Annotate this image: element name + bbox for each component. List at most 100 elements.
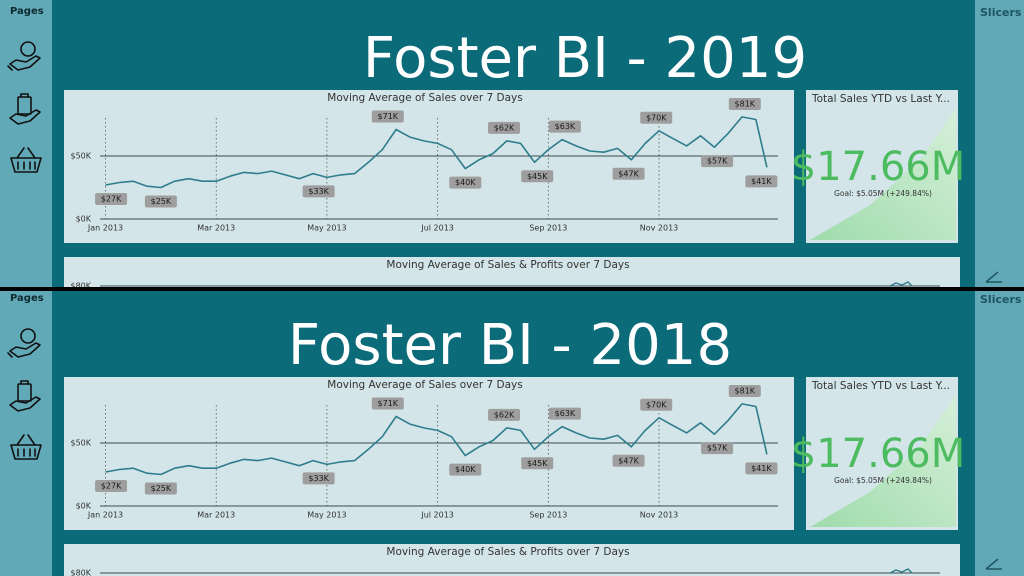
data-label: $81K <box>735 386 756 395</box>
sales-icon <box>7 342 41 358</box>
data-label-box <box>612 454 645 467</box>
x-tick-label: Nov 2013 <box>640 224 679 233</box>
data-label: $47K <box>618 169 639 178</box>
kpi-title: Total Sales YTD vs Last Y... <box>811 93 950 105</box>
y-tick-label: $50K <box>70 439 91 448</box>
chart-card <box>64 257 960 287</box>
chart-title: Moving Average of Sales & Profits over 7… <box>386 546 629 558</box>
orders-icon <box>17 383 32 402</box>
data-label-box <box>701 155 734 168</box>
sales-line <box>105 403 768 476</box>
data-label-box <box>640 398 673 411</box>
data-label: $40K <box>455 178 476 187</box>
sales-line <box>105 116 768 189</box>
data-label-box <box>449 463 482 476</box>
data-label: $33K <box>308 474 329 483</box>
data-label: $63K <box>555 122 576 131</box>
divider <box>0 287 1024 291</box>
orders-icon <box>17 96 32 115</box>
y-tick-label: $80K <box>70 282 91 291</box>
data-label: $45K <box>527 459 548 468</box>
y-tick-label: $0K <box>76 502 92 511</box>
data-label-box <box>302 185 335 198</box>
data-label: $71K <box>378 112 399 121</box>
data-label: $81K <box>735 99 756 108</box>
pages-pane <box>0 287 52 576</box>
orders-icon <box>9 93 41 125</box>
slicers-heading: Slicers <box>980 6 1022 19</box>
data-label-box <box>728 97 761 110</box>
collapse-arrow <box>985 271 1002 283</box>
chart-card <box>64 544 960 576</box>
data-label-box <box>488 408 521 421</box>
kpi-trend <box>810 395 956 527</box>
x-tick-label: May 2013 <box>307 511 346 520</box>
kpi-value: $17.66M <box>791 144 965 190</box>
profit-line-peek <box>889 281 913 287</box>
data-label: $70K <box>646 400 667 409</box>
report-title: Foster BI - 2019 <box>363 26 807 91</box>
data-label: $71K <box>378 399 399 408</box>
x-tick-label: Nov 2013 <box>640 511 679 520</box>
data-label-box <box>745 462 778 475</box>
data-label: $33K <box>308 187 329 196</box>
data-label-box <box>728 384 761 397</box>
x-tick-label: Jul 2013 <box>420 511 454 520</box>
x-tick-label: Mar 2013 <box>197 511 235 520</box>
data-label: $62K <box>494 123 515 132</box>
y-tick-label: $0K <box>76 215 92 224</box>
data-label: $57K <box>707 157 728 166</box>
data-label: $25K <box>151 484 172 493</box>
data-label: $27K <box>101 194 122 203</box>
data-label-box <box>95 479 128 492</box>
data-label-box <box>612 167 645 180</box>
sales-icon <box>20 328 36 344</box>
kpi-check <box>943 449 955 461</box>
data-label-box <box>95 192 128 205</box>
data-label-box <box>488 121 521 134</box>
x-tick-label: Mar 2013 <box>197 224 235 233</box>
data-label-box <box>302 472 335 485</box>
report-title: Foster BI - 2018 <box>288 313 732 378</box>
x-tick-label: Sep 2013 <box>529 224 567 233</box>
data-label-box <box>548 407 581 420</box>
kpi-trend <box>810 108 956 240</box>
screen: Pages Slicers Foster BI - 2019 Moving Avera… <box>0 0 1024 291</box>
data-label: $47K <box>618 456 639 465</box>
chart-card <box>64 90 794 243</box>
data-label-box <box>521 170 554 183</box>
kpi-check <box>943 162 955 174</box>
pages-heading: Pages <box>10 6 44 17</box>
basket-icon <box>10 147 42 173</box>
data-label-box <box>521 457 554 470</box>
x-tick-label: May 2013 <box>307 224 346 233</box>
data-label: $25K <box>151 197 172 206</box>
x-tick-label: Sep 2013 <box>529 511 567 520</box>
data-label: $57K <box>707 444 728 453</box>
y-tick-label: $80K <box>70 569 91 576</box>
data-label-box <box>701 442 734 455</box>
sales-icon <box>20 41 36 57</box>
data-label-box <box>449 176 482 189</box>
data-label-box <box>745 175 778 188</box>
sales-icon <box>7 55 41 71</box>
data-label: $63K <box>555 409 576 418</box>
data-label-box <box>371 397 404 410</box>
data-label: $40K <box>455 465 476 474</box>
x-tick-label: Jan 2013 <box>87 511 123 520</box>
slicers-pane <box>975 287 1024 576</box>
kpi-goal: Goal: $5.05M (+249.84%) <box>834 476 932 485</box>
y-tick-label: $50K <box>70 152 91 161</box>
chart-card <box>64 377 794 530</box>
chart-title: Moving Average of Sales & Profits over 7… <box>386 259 629 271</box>
data-label-box <box>144 482 177 495</box>
data-label: $62K <box>494 410 515 419</box>
kpi-goal: Goal: $5.05M (+249.84%) <box>834 189 932 198</box>
data-label: $45K <box>527 172 548 181</box>
kpi-title: Total Sales YTD vs Last Y... <box>811 380 950 392</box>
collapse-arrow <box>985 558 1002 570</box>
pages-pane <box>0 0 52 287</box>
